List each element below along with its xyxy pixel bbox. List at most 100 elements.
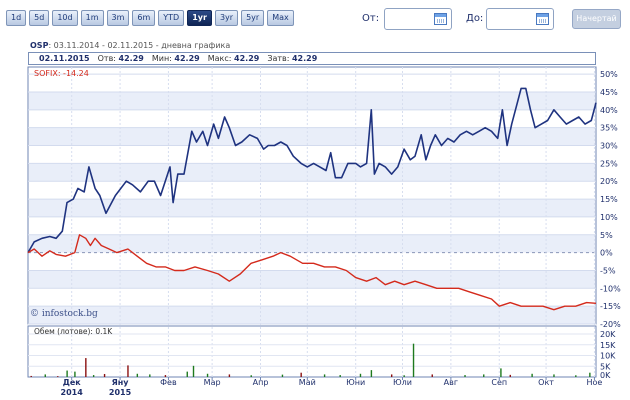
y-tick-label: 50% — [600, 70, 618, 79]
volume-bar — [186, 371, 188, 377]
y-tick-label: 5% — [600, 231, 613, 240]
grid-stripe — [29, 91, 595, 110]
volume-bar — [300, 372, 302, 377]
volume-bar — [136, 373, 139, 377]
volume-bar — [281, 374, 284, 377]
close-label: Затв: — [267, 54, 290, 63]
volume-bar — [553, 374, 555, 377]
calendar-icon[interactable] — [536, 13, 549, 25]
grid-stripe — [29, 199, 595, 217]
volume-bar — [192, 365, 195, 377]
y-tick-label: 45% — [600, 88, 618, 97]
series-line-osp — [27, 87, 597, 254]
y-tick-label: -10% — [600, 284, 621, 293]
volume-bar — [509, 374, 511, 377]
range-button-3m[interactable]: 3m — [106, 10, 130, 26]
from-label: От: — [362, 13, 380, 24]
range-toolbar: 1d 5d 10d 1m 3m 6m YTD 1yr 3yr 5yr Max — [6, 10, 294, 28]
volume-bar — [127, 365, 129, 377]
min-label: Мин: — [151, 54, 172, 63]
to-date-input[interactable] — [486, 8, 554, 30]
volume-bar — [483, 374, 485, 377]
y-tick-label: 30% — [600, 142, 618, 151]
volume-bar — [66, 370, 68, 377]
volume-bar — [339, 375, 341, 377]
volume-bar — [370, 370, 373, 377]
open-value: 42.29 — [118, 54, 144, 63]
x-tick-label: Ное — [587, 378, 603, 387]
series-line-sofix — [27, 234, 597, 311]
volume-y-tick-label: 15K — [600, 341, 616, 350]
range-button-max[interactable]: Max — [267, 10, 294, 26]
open-label: Отв: — [97, 54, 116, 63]
range-button-6m[interactable]: 6m — [132, 10, 156, 26]
volume-bar — [403, 375, 405, 377]
x-tick-label: Апр — [253, 378, 269, 387]
volume-bar — [531, 373, 533, 377]
quote-date: 02.11.2015 — [39, 54, 90, 63]
volume-bar — [164, 375, 167, 377]
symbol: OSP — [30, 41, 49, 50]
volume-y-tick-label: 20K — [600, 330, 616, 339]
volume-bar — [74, 371, 76, 377]
range-button-ytd[interactable]: YTD — [158, 10, 185, 26]
x-tick-label: Юни — [346, 378, 365, 387]
y-tick-label: -15% — [600, 302, 621, 311]
grid-stripe — [29, 163, 595, 182]
max-label: Макс: — [207, 54, 232, 63]
close-value: 42.29 — [291, 54, 318, 63]
volume-y-tick-label: 0K — [600, 371, 611, 380]
from-date-input[interactable] — [384, 8, 452, 30]
range-button-5d[interactable]: 5d — [29, 10, 50, 26]
volume-bar — [92, 375, 95, 377]
volume-bar — [103, 373, 106, 377]
y-tick-label: 35% — [600, 124, 618, 133]
volume-bar — [250, 375, 252, 377]
range-button-3yr[interactable]: 3yr — [214, 10, 239, 26]
volume-bar — [30, 375, 32, 377]
volume-bar — [323, 374, 326, 377]
x-tick-label: Юли — [393, 378, 412, 387]
x-tick-label: Мар — [204, 378, 221, 387]
y-tick-label: 25% — [600, 159, 618, 168]
range-button-1d[interactable]: 1d — [6, 10, 27, 26]
x-tick-label: Фев — [160, 378, 177, 387]
draw-button[interactable]: Начертай — [572, 9, 621, 29]
x-tick-label: Окт — [538, 378, 554, 387]
range-button-1yr[interactable]: 1yr — [187, 10, 212, 26]
volume-y-tick-label: 5K — [600, 362, 611, 371]
volume-title: Обем (лотове): 0.1K — [34, 327, 113, 336]
x-axis-band — [0, 378, 630, 400]
y-tick-label: 20% — [600, 177, 618, 186]
volume-bar — [44, 374, 46, 377]
volume-bar — [431, 374, 433, 377]
x-tick-year-label: 2014 — [61, 388, 84, 397]
y-tick-label: 40% — [600, 106, 618, 115]
x-tick-label: Дек — [63, 378, 82, 387]
volume-bar — [390, 374, 393, 377]
volume-bar — [464, 375, 466, 377]
volume-bar — [412, 343, 415, 377]
volume-bar — [149, 374, 151, 377]
volume-bar — [206, 373, 209, 377]
volume-bar — [500, 368, 502, 377]
y-tick-label: -5% — [600, 266, 616, 275]
x-tick-label: Май — [299, 378, 316, 387]
to-label: До: — [466, 13, 484, 24]
date-range: : 03.11.2014 - 02.11.2015 - дневна графи… — [48, 41, 231, 50]
y-tick-label: -20% — [600, 320, 621, 329]
volume-bar — [57, 376, 59, 377]
range-button-5yr[interactable]: 5yr — [241, 10, 265, 26]
x-tick-year-label: 2015 — [109, 388, 132, 397]
volume-bar — [575, 375, 577, 377]
max-value: 42.29 — [234, 54, 260, 63]
range-button-10d[interactable]: 10d — [52, 10, 78, 26]
calendar-icon[interactable] — [434, 13, 447, 25]
legend-sofix: SOFIX: -14.24 — [34, 69, 89, 78]
watermark-text: © infostock.bg — [30, 309, 98, 319]
y-tick-label: 0% — [600, 249, 613, 258]
x-tick-label: Авг — [444, 378, 458, 387]
volume-bar — [85, 358, 87, 377]
range-button-1m[interactable]: 1m — [80, 10, 104, 26]
